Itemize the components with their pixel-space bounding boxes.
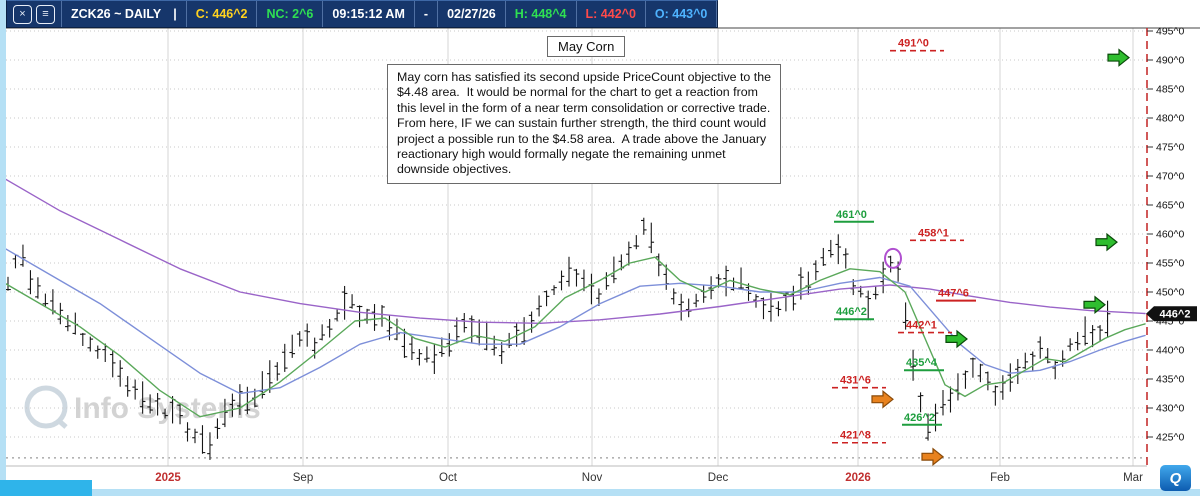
svg-text:450^0: 450^0 — [1156, 287, 1184, 299]
svg-text:440^0: 440^0 — [1156, 345, 1184, 357]
toolbar-icon-group: × ≡ — [7, 1, 62, 27]
chart-title-box: May Corn — [547, 36, 626, 57]
svg-text:435^0: 435^0 — [1156, 374, 1184, 386]
toolbar-field: 09:15:12 AM — [323, 1, 415, 27]
pricecount-objective-label: 426^2 — [902, 412, 942, 426]
window-frame-left — [0, 0, 6, 496]
watermark: Info Systems — [24, 385, 261, 429]
toolbar-field: - — [415, 1, 439, 27]
toolbar-field: H: 448^4 — [506, 1, 577, 27]
analysis-note-box: May corn has satisfied its second upside… — [387, 64, 781, 184]
svg-text:Feb: Feb — [990, 472, 1010, 484]
objective-arrow — [871, 390, 894, 409]
pricecount-objective-label: 446^2 — [834, 306, 874, 321]
short-ma-line — [0, 256, 1146, 418]
svg-text:446^2: 446^2 — [836, 306, 867, 318]
pricecount-objective-label: 447^6 — [936, 288, 976, 302]
svg-text:442^1: 442^1 — [906, 320, 937, 332]
svg-text:470^0: 470^0 — [1156, 171, 1184, 183]
svg-text:447^6: 447^6 — [938, 288, 969, 300]
svg-text:2025: 2025 — [155, 472, 181, 484]
svg-text:Info Systems: Info Systems — [74, 392, 261, 425]
svg-text:Nov: Nov — [582, 472, 603, 484]
pricecount-objective-label: 431^6 — [832, 375, 886, 389]
long-ma-line — [0, 175, 1146, 324]
svg-text:430^0: 430^0 — [1156, 403, 1184, 415]
pricecount-objective-label: 421^8 — [832, 430, 886, 444]
pricecount-objective-label: 458^1 — [910, 227, 964, 242]
svg-text:Sep: Sep — [293, 472, 313, 484]
menu-icon[interactable]: ≡ — [36, 4, 55, 24]
time-axis: 2025 Sep Oct Nov Dec 2026 Feb Mar — [155, 472, 1143, 484]
svg-text:461^0: 461^0 — [836, 209, 867, 221]
toolbar-field: O: 443^0 — [646, 1, 718, 27]
close-icon[interactable]: × — [13, 4, 32, 24]
chart-title: May Corn — [558, 39, 615, 54]
svg-text:421^8: 421^8 — [840, 430, 871, 442]
svg-text:458^1: 458^1 — [918, 227, 949, 239]
svg-text:435^4: 435^4 — [906, 357, 938, 369]
window-frame-accent — [0, 480, 92, 496]
svg-text:Dec: Dec — [708, 472, 729, 484]
svg-text:485^0: 485^0 — [1156, 84, 1184, 96]
toolbar-field: L: 442^0 — [577, 1, 646, 27]
window-frame-bottom — [0, 489, 1200, 496]
toolbar-pipe: | — [173, 7, 177, 21]
svg-text:495^0: 495^0 — [1156, 26, 1184, 38]
last-price-tag: 446^2 — [1146, 306, 1197, 322]
pricecount-objective-label: 461^0 — [834, 209, 874, 223]
svg-text:455^0: 455^0 — [1156, 258, 1184, 270]
svg-text:460^0: 460^0 — [1156, 229, 1184, 241]
symbol-text: ZCK26 ~ DAILY — [71, 7, 162, 21]
bullish-arrow — [1083, 295, 1106, 315]
price-axis: 495^0 490^0 485^0 480^0 475^0 470^0 465^0 460^0… — [1147, 26, 1184, 444]
qt-logo: Q — [1160, 465, 1191, 491]
svg-text:491^0: 491^0 — [898, 38, 929, 50]
symbol-label: ZCK26 ~ DAILY | — [62, 1, 187, 27]
svg-text:490^0: 490^0 — [1156, 55, 1184, 67]
chart-toolbar: × ≡ ZCK26 ~ DAILY | C: 446^2 NC: 2^6 09:15… — [6, 0, 719, 28]
highlight-circle — [884, 247, 902, 269]
pricecount-objective-label: 442^1 — [898, 320, 952, 334]
mid-ma-line — [0, 244, 1146, 395]
toolbar-field: NC: 2^6 — [257, 1, 324, 27]
svg-text:475^0: 475^0 — [1156, 142, 1184, 154]
svg-text:426^2: 426^2 — [904, 412, 935, 424]
bullish-arrow — [1095, 232, 1118, 252]
toolbar-field: C: 446^2 — [187, 1, 258, 27]
svg-text:425^0: 425^0 — [1156, 432, 1184, 444]
objective-arrow — [921, 447, 944, 466]
bullish-arrow — [1107, 48, 1130, 67]
svg-text:431^6: 431^6 — [840, 375, 871, 387]
svg-text:446^2: 446^2 — [1160, 309, 1191, 321]
svg-text:2026: 2026 — [845, 472, 871, 484]
bullish-arrow — [945, 329, 968, 349]
svg-text:465^0: 465^0 — [1156, 200, 1184, 212]
svg-text:480^0: 480^0 — [1156, 113, 1184, 125]
toolbar-field: 02/27/26 — [438, 1, 506, 27]
svg-text:Mar: Mar — [1123, 472, 1143, 484]
pricecount-objective-label: 435^4 — [904, 357, 944, 372]
pricecount-objective-label: 491^0 — [890, 38, 944, 52]
svg-text:Oct: Oct — [439, 472, 458, 484]
